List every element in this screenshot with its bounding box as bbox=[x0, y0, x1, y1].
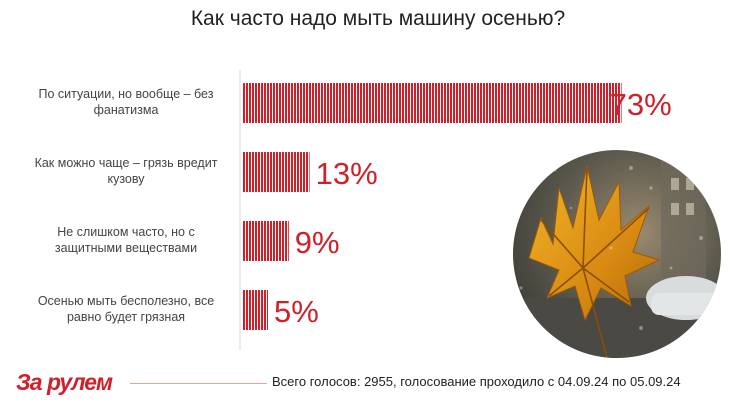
category-label-line: По ситуации, но вообще – без bbox=[38, 87, 214, 101]
category-label-line: равно будет грязная bbox=[66, 310, 186, 324]
bar-4 bbox=[242, 290, 268, 330]
footer-text: Всего голосов: 2955, голосование проходи… bbox=[272, 374, 681, 389]
category-label-line: Осенью мыть бесполезно, все bbox=[37, 294, 215, 308]
category-label-2: Как можно чаще – грязь вредит кузову bbox=[20, 155, 232, 187]
category-label-line: Как можно чаще – грязь вредит bbox=[34, 156, 218, 170]
value-label-2: 13% bbox=[316, 156, 378, 191]
value-label-1: 73% bbox=[610, 87, 672, 122]
category-label-line: фанатизма bbox=[93, 103, 159, 117]
footer-divider bbox=[130, 383, 267, 384]
category-label-line: кузову bbox=[107, 172, 145, 186]
logo: За рулем bbox=[16, 369, 113, 395]
chart-title: Как часто надо мыть машину осенью? bbox=[190, 7, 566, 30]
category-label-line: защитными веществами bbox=[54, 241, 198, 255]
bar-1 bbox=[242, 83, 622, 123]
bar-3 bbox=[242, 221, 289, 261]
value-label-3: 9% bbox=[295, 225, 340, 260]
value-label-4: 5% bbox=[274, 294, 319, 329]
category-label-3: Не слишком часто, но с защитными вещества… bbox=[20, 224, 232, 256]
maple-leaf-rainy-window-icon bbox=[513, 150, 721, 358]
category-label-1: По ситуации, но вообще – без фанатизма bbox=[20, 86, 232, 118]
category-label-4: Осенью мыть бесполезно, все равно будет г… bbox=[20, 293, 232, 325]
category-label-line: Не слишком часто, но с bbox=[57, 225, 195, 239]
bar-2 bbox=[242, 152, 310, 192]
